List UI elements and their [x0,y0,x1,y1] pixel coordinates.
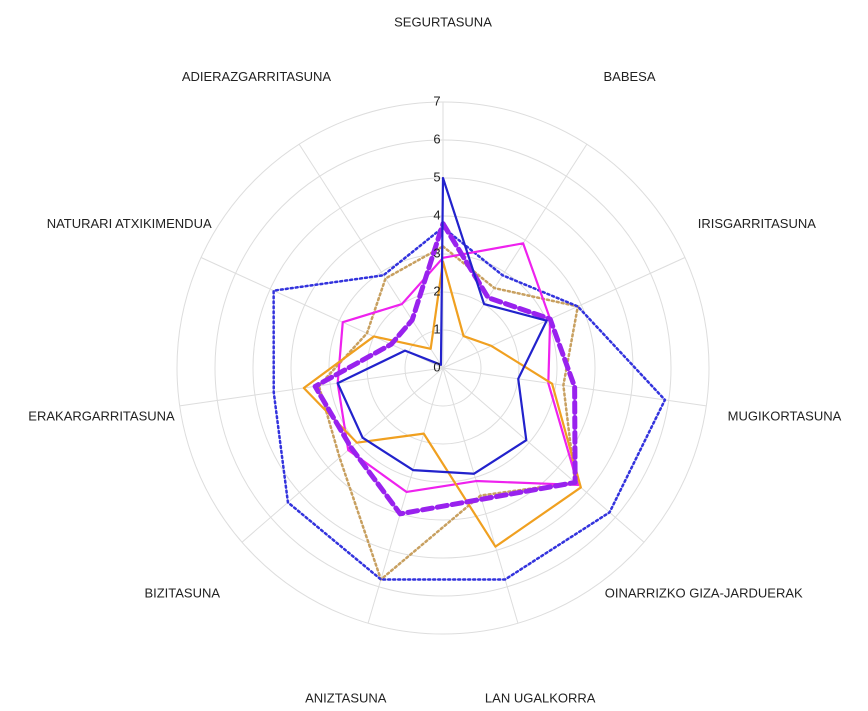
spoke [241,367,444,543]
category-label: ANIZTASUNA [305,690,387,705]
series-line [272,226,667,581]
category-label: ADIERAZGARRITASUNA [182,69,332,84]
spoke [367,367,444,624]
category-label: BIZITASUNA [144,585,220,600]
category-label: LAN UGALKORRA [485,690,596,705]
r-tick-label: 1 [433,321,440,336]
series-line [317,245,580,581]
r-tick-label: 6 [433,131,440,146]
spoke [442,257,686,369]
series-line [336,242,580,494]
category-label: SEGURTASUNA [394,14,492,29]
category-label: MUGIKORTASUNA [728,409,842,424]
category-label: NATURARI ATXIKIMENDUA [47,216,212,231]
category-label: OINARRIZKO GIZA-JARDUERAK [605,585,803,600]
r-tick-label: 2 [433,283,440,298]
series-line [302,260,582,548]
r-tick-label: 4 [433,207,440,222]
r-tick-label: 3 [433,245,440,260]
category-label: BABESA [604,69,656,84]
series-line [312,221,578,517]
spoke [442,367,645,543]
spoke [200,257,444,369]
series-line [336,176,548,475]
spoke [442,143,588,369]
r-tick-label: 7 [433,93,440,108]
r-tick-label: 5 [433,169,440,184]
spoke [298,143,444,369]
spoke [179,367,444,407]
category-label: ERAKARGARRITASUNA [28,409,175,424]
r-tick-label: 0 [433,359,440,374]
category-label: IRISGARRITASUNA [698,216,817,231]
